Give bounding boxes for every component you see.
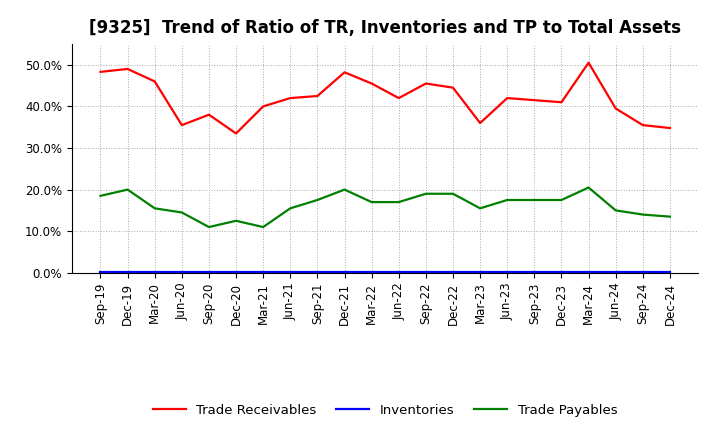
Inventories (96, 269, 105, 274)
Inventories (639, 269, 647, 274)
Trade Payables (204, 224, 213, 230)
Inventories (313, 269, 322, 274)
Trade Receivables (150, 79, 159, 84)
Line: Trade Payables: Trade Payables (101, 187, 670, 227)
Trade Receivables (96, 69, 105, 74)
Trade Receivables (341, 70, 349, 75)
Trade Payables (367, 199, 376, 205)
Trade Payables (96, 193, 105, 198)
Trade Payables (530, 198, 539, 203)
Trade Payables (665, 214, 674, 219)
Trade Payables (421, 191, 430, 196)
Inventories (530, 269, 539, 274)
Trade Receivables (259, 104, 268, 109)
Trade Receivables (584, 60, 593, 66)
Inventories (259, 269, 268, 274)
Inventories (665, 269, 674, 274)
Trade Receivables (232, 131, 240, 136)
Line: Trade Receivables: Trade Receivables (101, 63, 670, 133)
Trade Payables (476, 205, 485, 211)
Inventories (476, 269, 485, 274)
Inventories (503, 269, 511, 274)
Trade Receivables (639, 122, 647, 128)
Trade Receivables (530, 98, 539, 103)
Trade Payables (341, 187, 349, 192)
Trade Payables (178, 210, 186, 215)
Legend: Trade Receivables, Inventories, Trade Payables: Trade Receivables, Inventories, Trade Pa… (148, 398, 623, 422)
Trade Receivables (421, 81, 430, 86)
Trade Receivables (476, 121, 485, 126)
Trade Receivables (367, 81, 376, 86)
Trade Receivables (123, 66, 132, 72)
Inventories (204, 269, 213, 274)
Trade Receivables (313, 93, 322, 99)
Trade Receivables (611, 106, 620, 111)
Inventories (421, 269, 430, 274)
Trade Receivables (395, 95, 403, 101)
Trade Receivables (449, 85, 457, 90)
Trade Payables (639, 212, 647, 217)
Trade Payables (286, 205, 294, 211)
Trade Receivables (178, 122, 186, 128)
Inventories (123, 269, 132, 274)
Trade Payables (611, 208, 620, 213)
Trade Receivables (204, 112, 213, 117)
Trade Payables (395, 199, 403, 205)
Inventories (178, 269, 186, 274)
Trade Payables (557, 198, 566, 203)
Trade Payables (150, 205, 159, 211)
Trade Receivables (665, 125, 674, 131)
Trade Payables (503, 198, 511, 203)
Inventories (449, 269, 457, 274)
Inventories (341, 269, 349, 274)
Inventories (286, 269, 294, 274)
Trade Payables (123, 187, 132, 192)
Trade Payables (449, 191, 457, 196)
Trade Payables (259, 224, 268, 230)
Trade Receivables (503, 95, 511, 101)
Trade Payables (313, 198, 322, 203)
Inventories (584, 269, 593, 274)
Trade Receivables (286, 95, 294, 101)
Inventories (611, 269, 620, 274)
Inventories (232, 269, 240, 274)
Trade Payables (232, 218, 240, 224)
Inventories (557, 269, 566, 274)
Trade Receivables (557, 99, 566, 105)
Inventories (367, 269, 376, 274)
Trade Payables (584, 185, 593, 190)
Inventories (395, 269, 403, 274)
Title: [9325]  Trend of Ratio of TR, Inventories and TP to Total Assets: [9325] Trend of Ratio of TR, Inventories… (89, 19, 681, 37)
Inventories (150, 269, 159, 274)
